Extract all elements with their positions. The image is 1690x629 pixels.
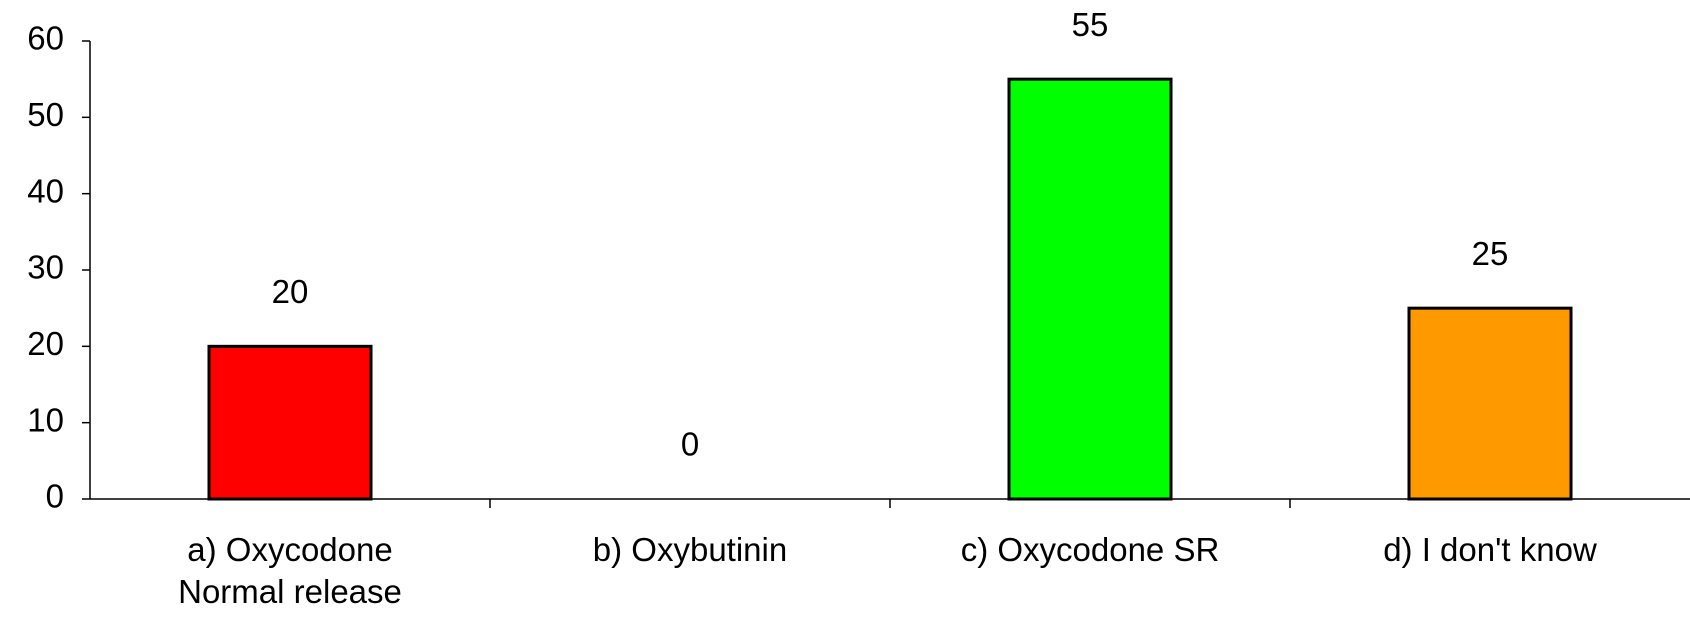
y-tick-label: 10: [27, 401, 64, 438]
bar: [1007, 77, 1173, 501]
value-label: 0: [681, 426, 699, 463]
bar: [1407, 306, 1573, 501]
y-tick-label: 40: [27, 172, 64, 209]
bar: [207, 344, 373, 501]
x-tick-label: b) Oxybutinin: [592, 531, 788, 568]
value-label: 55: [1072, 6, 1109, 43]
y-tick-label: 0: [46, 478, 64, 515]
y-tick-label: 50: [27, 96, 64, 133]
x-tick-label: a) Oxycodone Normal release: [178, 531, 402, 610]
x-tick-label: d) I don't know: [1383, 531, 1597, 568]
y-tick-label: 60: [27, 20, 64, 57]
y-tick-label: 30: [27, 249, 64, 286]
x-tick-label: c) Oxycodone SR: [960, 531, 1220, 568]
value-label: 20: [272, 273, 309, 310]
value-label: 25: [1472, 235, 1509, 272]
y-tick-label: 20: [27, 325, 64, 362]
